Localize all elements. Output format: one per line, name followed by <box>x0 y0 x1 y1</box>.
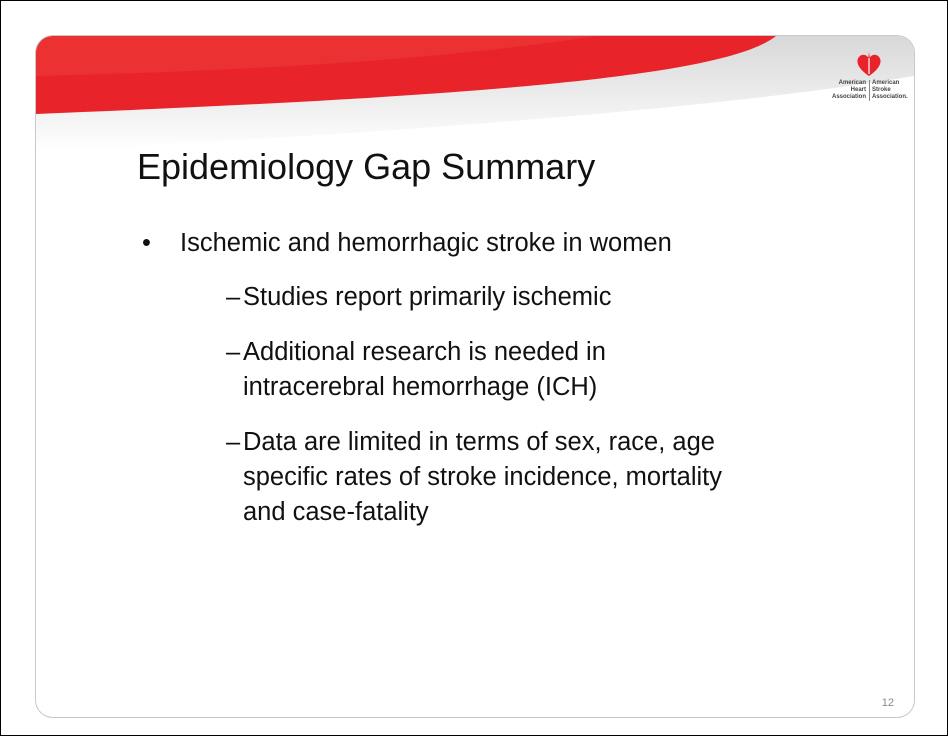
logo-text: Association <box>831 94 866 100</box>
logo-text: American <box>872 80 900 86</box>
bullet: • Ischemic and hemorrhagic stroke in wome… <box>137 226 722 260</box>
page-number: 12 <box>881 697 894 709</box>
sub-bullet-line: Studies report primarily ischemic <box>243 283 612 311</box>
sub-dash: – <box>226 338 241 366</box>
logo-right: American Stroke Association. <box>872 80 908 101</box>
sub-bullet-line: Data are limited in terms of sex, race, … <box>243 428 715 456</box>
logo-text: Association. <box>872 94 908 100</box>
logo-divider <box>869 80 870 101</box>
logo-icon <box>857 52 881 76</box>
logo-text: Stroke <box>872 87 891 93</box>
sub-bullet-line: and case-fatality <box>243 498 429 526</box>
slide-body: • Ischemic and hemorrhagic stroke in wome… <box>137 226 722 530</box>
logo: American Heart Association American Stroke A… <box>829 50 909 112</box>
sub-bullet-line: intracerebral hemorrhage (ICH) <box>243 373 598 401</box>
logo-text: American <box>838 80 866 86</box>
bullet-text: Ischemic and hemorrhagic stroke in women <box>180 229 672 257</box>
sub-bullet: – Data are limited in terms of sex, race,… <box>137 425 722 530</box>
logo-text: Heart <box>850 87 866 93</box>
header-swoosh <box>36 36 914 151</box>
logo-left: American Heart Association <box>829 80 866 101</box>
sub-dash: – <box>226 283 241 311</box>
sub-bullet-line: specific rates of stroke incidence, mort… <box>243 463 723 491</box>
sub-bullet-line: Additional research is needed in <box>243 338 606 366</box>
sub-bullet: – Additional research is needed in intrace… <box>137 335 722 405</box>
swoosh-highlight <box>36 36 596 76</box>
slide: American Heart Association American Stroke A… <box>35 35 915 718</box>
sub-dash: – <box>226 428 241 456</box>
bullet-dot: • <box>142 229 151 257</box>
slide-title: Epidemiology Gap Summary <box>137 146 596 187</box>
sub-bullet: – Studies report primarily ischemic <box>137 280 722 315</box>
